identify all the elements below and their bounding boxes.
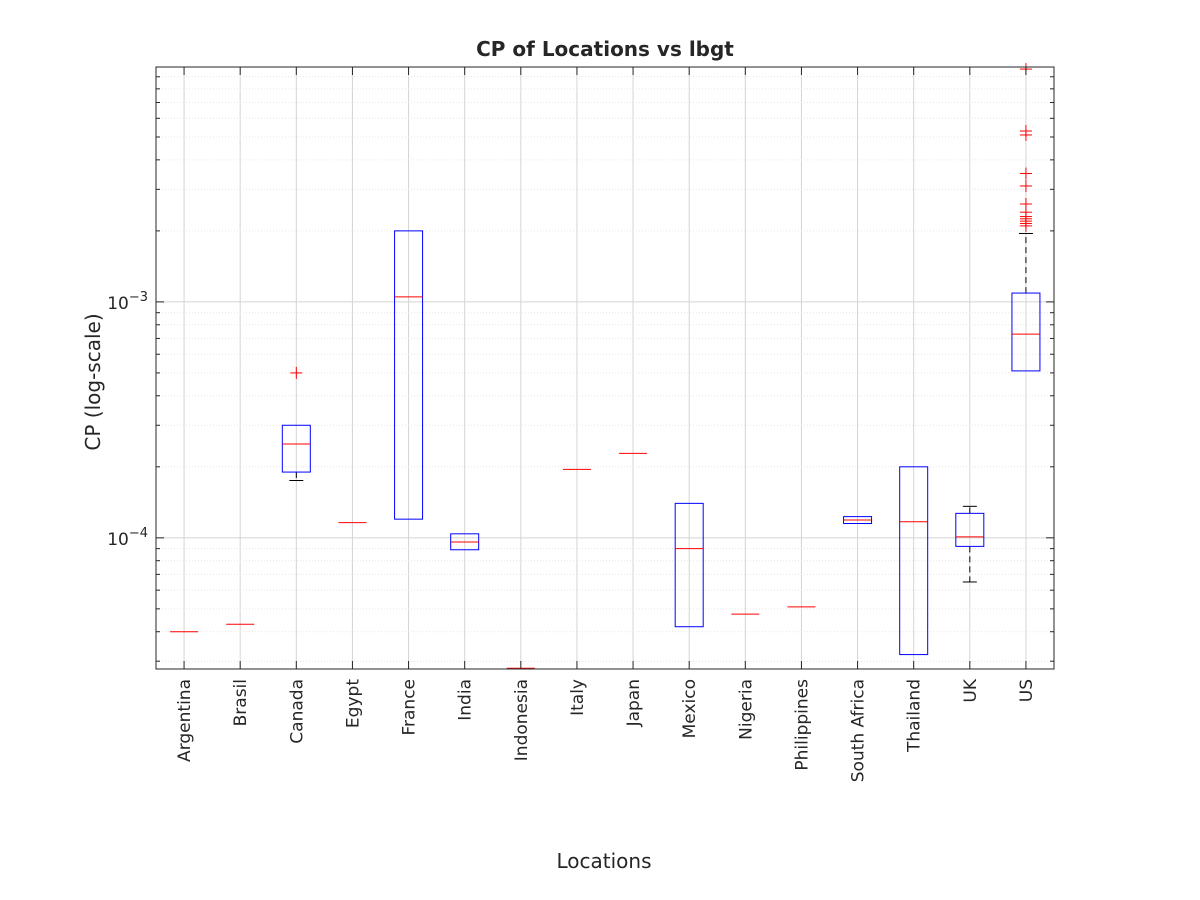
x-tick-label: Italy: [568, 679, 588, 716]
axis-ticks: [156, 67, 1054, 669]
x-tick-label: Mexico: [680, 679, 700, 738]
x-tick-label: Brasil: [231, 679, 251, 726]
x-tick-label: UK: [961, 678, 981, 702]
x-tick-label: South Africa: [849, 679, 869, 782]
x-tick-label: Argentina: [175, 679, 195, 762]
box-india: [450, 533, 480, 551]
x-tick-label: India: [456, 679, 476, 721]
tick-labels: 10−4 10−3 Argentina Brasil Canada Egypt France…: [107, 290, 1037, 782]
x-tick-label: Canada: [287, 679, 307, 744]
grid-lines: [156, 67, 1054, 669]
box-uk: [955, 505, 985, 583]
x-tick-label: Indonesia: [512, 679, 532, 761]
y-axis-label: CP (log-scale): [81, 313, 105, 450]
x-tick-label: Philippines: [792, 679, 812, 771]
y-tick-label: 10−4: [107, 526, 148, 550]
x-tick-label: Japan: [624, 679, 644, 727]
x-tick-label: US: [1017, 679, 1037, 702]
box-france: [394, 230, 424, 520]
x-tick-label: France: [400, 679, 420, 736]
box-iqr: [674, 502, 704, 628]
box-iqr: [955, 512, 985, 547]
chart-title: CP of Locations vs lbgt: [476, 37, 734, 61]
box-thailand: [899, 466, 929, 656]
y-tick-label: 10−3: [107, 290, 148, 314]
plot-frame: [155, 66, 1055, 670]
box-iqr: [1011, 292, 1041, 372]
box-us: [1011, 63, 1041, 372]
box-iqr: [899, 466, 929, 656]
box-south-africa: [843, 516, 873, 525]
x-tick-label: Egypt: [343, 679, 363, 728]
box-iqr: [281, 424, 311, 473]
x-tick-label: Thailand: [905, 679, 925, 753]
box-canada: [281, 366, 311, 481]
box-iqr: [394, 230, 424, 520]
box-mexico: [674, 502, 704, 628]
x-tick-label: Nigeria: [736, 679, 756, 740]
box-plots: [170, 63, 1041, 669]
x-axis-label: Locations: [556, 849, 651, 873]
